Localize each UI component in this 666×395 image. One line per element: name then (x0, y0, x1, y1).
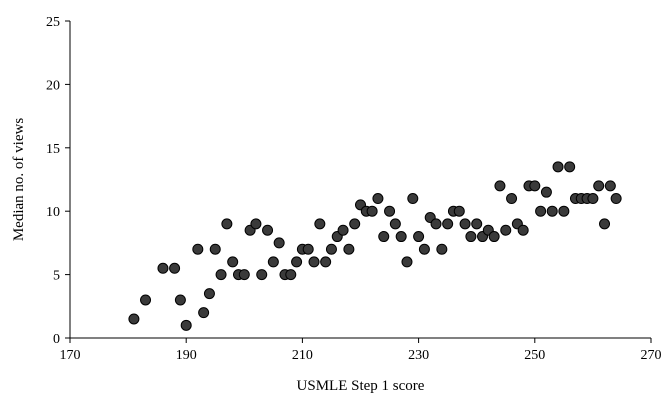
data-point (378, 231, 390, 243)
data-point (302, 243, 314, 255)
data-point (384, 205, 396, 217)
data-point (599, 218, 611, 230)
data-point (436, 243, 448, 255)
y-tick-label: 25 (46, 15, 60, 30)
x-tick-label: 230 (408, 348, 429, 363)
data-point (349, 218, 361, 230)
data-point (552, 161, 564, 173)
y-axis-title: Median no. of views (11, 118, 27, 241)
data-point (453, 205, 465, 217)
data-point (389, 218, 401, 230)
data-point (564, 161, 576, 173)
data-point (250, 218, 262, 230)
data-point (465, 231, 477, 243)
data-point (169, 262, 181, 274)
x-tick-label: 270 (641, 348, 662, 363)
data-point (517, 224, 529, 236)
data-point (314, 218, 326, 230)
data-point (546, 205, 558, 217)
x-axis-ticks: 170 190 210 230 250 270 (60, 338, 662, 363)
data-point (337, 224, 349, 236)
data-point (372, 193, 384, 205)
x-axis-title: USMLE Step 1 score (297, 378, 425, 394)
data-point (285, 269, 297, 281)
data-point (221, 218, 233, 230)
data-point (366, 205, 378, 217)
data-point (488, 231, 500, 243)
y-axis-ticks: 0 5 10 15 20 25 (46, 15, 70, 347)
data-point (227, 256, 239, 268)
data-point (256, 269, 268, 281)
data-point (558, 205, 570, 217)
data-point (395, 231, 407, 243)
data-point (215, 269, 227, 281)
y-tick-label: 20 (46, 78, 60, 93)
data-point (540, 186, 552, 198)
x-tick-label: 250 (524, 348, 545, 363)
data-point (198, 307, 210, 319)
data-point (529, 180, 541, 192)
y-tick-label: 5 (53, 269, 60, 284)
y-tick-label: 0 (53, 332, 60, 347)
data-point (180, 319, 192, 331)
data-point (308, 256, 320, 268)
data-point (209, 243, 221, 255)
data-point (604, 180, 616, 192)
data-point (418, 243, 430, 255)
data-point (203, 288, 215, 300)
data-point (413, 231, 425, 243)
data-point (262, 224, 274, 236)
axes (69, 21, 651, 339)
data-point (140, 294, 152, 306)
data-point (273, 237, 285, 249)
data-point (587, 193, 599, 205)
data-point (192, 243, 204, 255)
y-tick-label: 10 (46, 205, 60, 220)
x-tick-label: 210 (292, 348, 313, 363)
data-point (401, 256, 413, 268)
x-tick-label: 170 (60, 348, 81, 363)
data-point (174, 294, 186, 306)
data-point (128, 313, 140, 325)
data-point (506, 193, 518, 205)
data-point (442, 218, 454, 230)
data-point (267, 256, 279, 268)
data-point (343, 243, 355, 255)
data-point (320, 256, 332, 268)
data-point (325, 243, 337, 255)
data-point (471, 218, 483, 230)
data-point (535, 205, 547, 217)
data-point (593, 180, 605, 192)
data-point (500, 224, 512, 236)
data-point (430, 218, 442, 230)
y-tick-label: 15 (46, 142, 60, 157)
x-tick-label: 190 (176, 348, 197, 363)
data-points (128, 161, 622, 331)
data-point (610, 193, 622, 205)
data-point (494, 180, 506, 192)
data-point (459, 218, 471, 230)
data-point (157, 262, 169, 274)
data-point (407, 193, 419, 205)
data-point (291, 256, 303, 268)
data-point (238, 269, 250, 281)
